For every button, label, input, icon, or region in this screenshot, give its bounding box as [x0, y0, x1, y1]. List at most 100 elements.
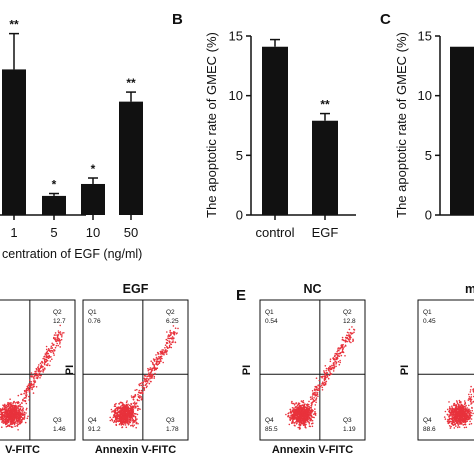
- scatter-dot: [150, 368, 152, 371]
- scatter-dot: [346, 340, 349, 343]
- scatter-dot: [6, 405, 9, 408]
- scatter-dot: [464, 406, 467, 408]
- flow-plot-frame: [0, 299, 76, 441]
- scatter-dot: [37, 366, 39, 369]
- scatter-dot: [460, 413, 463, 415]
- scatter-dot: [313, 397, 315, 399]
- scatter-dot: [310, 398, 312, 401]
- scatter-dot: [289, 410, 292, 413]
- scatter-dot: [0, 408, 2, 410]
- scatter-dot: [329, 371, 331, 373]
- scatter-dot: [338, 349, 340, 352]
- scatter-dot: [15, 418, 18, 421]
- scatter-dot: [146, 375, 149, 378]
- x-tick-label: control: [255, 225, 294, 240]
- scatter-dot: [130, 406, 133, 408]
- quadrant-value: 6.25: [166, 318, 179, 325]
- scatter-dot: [174, 341, 177, 344]
- scatter-dot: [138, 384, 141, 387]
- scatter-dot: [322, 381, 324, 384]
- scatter-dot: [114, 403, 116, 406]
- scatter-dot: [8, 425, 11, 428]
- scatter-dot: [449, 417, 452, 420]
- scatter-dot: [57, 344, 59, 347]
- scatter-dot: [155, 354, 157, 356]
- scatter-dot: [46, 359, 49, 362]
- scatter-dot: [331, 364, 333, 367]
- scatter-dot: [132, 420, 135, 422]
- bar: [262, 46, 288, 215]
- scatter-dot: [295, 408, 297, 411]
- scatter-dot: [2, 404, 4, 407]
- scatter-dot: [17, 412, 20, 415]
- scatter-dot: [159, 353, 162, 355]
- scatter-dot: [298, 407, 300, 410]
- scatter-dot: [333, 361, 335, 364]
- scatter-dot: [304, 406, 307, 409]
- scatter-dot: [13, 414, 15, 417]
- scatter-dot: [23, 418, 25, 421]
- y-tick-label: 5: [425, 148, 432, 163]
- scatter-dot: [293, 409, 296, 411]
- scatter-dot: [0, 426, 3, 429]
- scatter-dot: [116, 416, 119, 418]
- scatter-dot: [135, 418, 137, 421]
- scatter-dot: [339, 361, 342, 364]
- scatter-dots: [443, 385, 474, 429]
- scatter-dot: [470, 418, 473, 420]
- quadrant-label: Q4: [423, 417, 432, 424]
- scatter-dot: [344, 339, 347, 342]
- scatter-dot: [468, 393, 470, 396]
- scatter-dot: [166, 345, 168, 348]
- scatter-dot: [459, 422, 462, 424]
- scatter-dot: [308, 417, 311, 420]
- scatter-dot: [451, 423, 454, 426]
- scatter-dot: [451, 421, 453, 423]
- scatter-dot: [464, 401, 467, 404]
- scatter-dot: [328, 374, 331, 377]
- scatter-dot: [20, 415, 23, 418]
- scatter-dot: [23, 411, 26, 414]
- scatter-dot: [451, 416, 454, 418]
- scatter-dot: [50, 347, 52, 349]
- scatter-dot: [168, 335, 171, 338]
- scatter-dot: [166, 342, 168, 345]
- scatter-dot: [291, 410, 294, 413]
- scatter-dot: [14, 417, 16, 419]
- scatter-dot: [344, 336, 347, 339]
- panel-e-letter: E: [236, 287, 246, 304]
- scatter-dot: [301, 401, 304, 403]
- scatter-dot: [321, 382, 323, 385]
- scatter-dot: [463, 403, 466, 406]
- scatter-dot: [323, 370, 325, 372]
- scatter-dot: [332, 370, 335, 372]
- scatter-dot: [165, 353, 168, 355]
- scatter-dot: [140, 396, 143, 398]
- scatter-dot: [336, 356, 339, 358]
- scatter-dot: [453, 413, 455, 416]
- scatter-dot: [454, 411, 457, 414]
- scatter-dot: [341, 336, 344, 339]
- scatter-dot: [157, 360, 159, 363]
- scatter-dot: [9, 414, 11, 416]
- scatter-dot: [3, 407, 6, 410]
- scatter-dot: [145, 383, 147, 386]
- scatter-dot: [469, 391, 472, 393]
- scatter-dot: [7, 401, 9, 404]
- scatter-dot: [118, 406, 120, 408]
- scatter-dot: [458, 404, 461, 406]
- scatter-dot: [109, 416, 111, 419]
- scatter-dot: [121, 426, 123, 429]
- scatter-dot: [23, 392, 25, 395]
- scatter-dot: [311, 396, 314, 398]
- scatter-dot: [18, 405, 20, 407]
- scatter-dot: [146, 385, 148, 388]
- scatter-dot: [309, 414, 312, 417]
- scatter-dot: [134, 415, 136, 418]
- scatter-dot: [318, 379, 321, 382]
- scatter-dot: [172, 332, 174, 334]
- scatter-dot: [458, 426, 461, 428]
- scatter-dot: [126, 409, 129, 412]
- scatter-dot: [126, 412, 128, 414]
- scatter-dot: [142, 384, 145, 387]
